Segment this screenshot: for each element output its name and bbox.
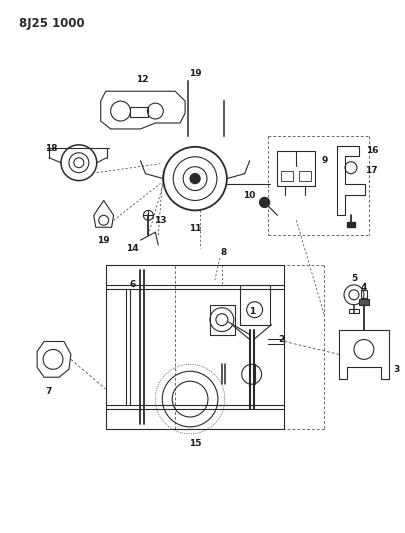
Text: 11: 11 — [189, 224, 201, 233]
Text: 15: 15 — [189, 439, 201, 448]
Text: 16: 16 — [366, 146, 378, 155]
Text: 3: 3 — [394, 365, 400, 374]
Text: 2: 2 — [278, 335, 285, 344]
Text: 10: 10 — [243, 191, 256, 200]
Bar — [277, 151, 315, 185]
Text: 13: 13 — [154, 216, 166, 225]
Text: 7: 7 — [46, 386, 52, 395]
Circle shape — [190, 174, 200, 183]
Text: 19: 19 — [189, 69, 201, 78]
Circle shape — [260, 198, 270, 207]
Text: 6: 6 — [129, 280, 136, 289]
Text: 12: 12 — [136, 75, 149, 84]
Bar — [210, 305, 235, 335]
Text: 8J25 1000: 8J25 1000 — [19, 17, 85, 30]
Bar — [299, 171, 311, 181]
Text: 8: 8 — [221, 248, 227, 256]
Text: 5: 5 — [351, 274, 357, 284]
Bar — [130, 107, 148, 117]
Bar — [281, 171, 293, 181]
Text: 17: 17 — [366, 166, 378, 175]
Bar — [361, 290, 367, 298]
Text: 18: 18 — [45, 144, 57, 154]
Text: 19: 19 — [97, 236, 110, 245]
Bar — [359, 299, 369, 305]
Bar — [240, 285, 270, 325]
Bar — [349, 309, 359, 313]
Text: 9: 9 — [322, 156, 328, 165]
Bar — [347, 222, 355, 227]
Text: 1: 1 — [249, 307, 255, 316]
Text: 4: 4 — [361, 284, 367, 293]
Text: 14: 14 — [126, 244, 139, 253]
